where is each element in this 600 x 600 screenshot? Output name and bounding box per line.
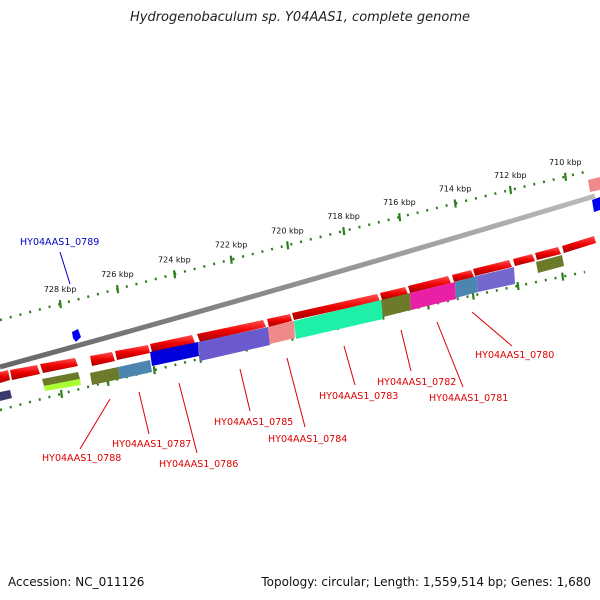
gene-block[interactable] (381, 293, 411, 317)
gene-block[interactable] (42, 372, 80, 386)
gene-block[interactable] (455, 276, 478, 298)
ruler-major-tick (172, 270, 177, 279)
gene-label-0781[interactable]: HY04AAS1_0781 (429, 393, 508, 404)
gene-arrow[interactable] (150, 335, 195, 352)
topology-text: Topology: circular; Length: 1,559,514 bp… (261, 575, 591, 589)
gene-arrow[interactable] (592, 197, 600, 212)
gene-block[interactable] (198, 327, 270, 361)
gene-arrow[interactable] (267, 314, 292, 327)
gene-label-0782[interactable]: HY04AAS1_0782 (377, 377, 456, 388)
gene-label-0788[interactable]: HY04AAS1_0788 (42, 453, 121, 464)
ruler-major-tick (115, 284, 120, 294)
gene-arrow[interactable] (0, 370, 10, 383)
gene-arrow[interactable] (90, 352, 115, 366)
ruler-major-tick (58, 299, 62, 309)
forward-strand-genes (0, 177, 600, 383)
gene-label-0783[interactable]: HY04AAS1_0783 (319, 391, 398, 402)
gene-arrow[interactable] (513, 254, 535, 266)
ruler-major-tick (398, 213, 402, 222)
ruler-tick-label: 710 kbp (549, 158, 582, 167)
inner-ruler-tick (561, 272, 565, 281)
gene-label-0784[interactable]: HY04AAS1_0784 (268, 434, 347, 445)
gene-block[interactable] (268, 321, 295, 344)
ruler-track (0, 170, 586, 322)
ruler-tick-label: 726 kbp (101, 270, 134, 279)
gene-arrow[interactable] (408, 276, 451, 293)
ruler-dots (0, 170, 586, 322)
gene-arrow[interactable] (40, 358, 78, 373)
gene-arrow[interactable] (115, 345, 150, 360)
gene-labels: HY04AAS1_0789 HY04AAS1_0780 HY04AAS1_078… (20, 237, 554, 470)
gene-block[interactable] (410, 282, 456, 310)
ruler-major-tick (229, 255, 233, 264)
gene-block[interactable] (294, 300, 383, 339)
gene-block[interactable] (477, 267, 515, 292)
gene-arrow[interactable] (197, 320, 266, 342)
label-leaders (59, 251, 513, 454)
ruler-major-tick (508, 185, 513, 195)
gene-label-0789[interactable]: HY04AAS1_0789 (20, 237, 99, 248)
gene-label-0787[interactable]: HY04AAS1_0787 (112, 439, 191, 450)
map-title: Hydrogenobaculum sp. Y04AAS1, complete g… (129, 10, 471, 25)
gene-arrow[interactable] (562, 236, 596, 253)
gene-arrow[interactable] (535, 247, 561, 260)
ruler-tick-label: 724 kbp (158, 255, 191, 264)
ruler-tick-label: 720 kbp (271, 226, 304, 235)
ruler-major-tick (286, 241, 290, 250)
ruler-tick-label: 728 kbp (44, 285, 77, 294)
ruler-major-tick (342, 227, 346, 236)
gene-marker-0789[interactable] (72, 329, 81, 342)
ruler-tick-label: 718 kbp (327, 212, 360, 221)
gene-label-0780[interactable]: HY04AAS1_0780 (475, 350, 554, 361)
gene-label-0786[interactable]: HY04AAS1_0786 (159, 459, 238, 470)
gene-block[interactable] (44, 379, 81, 391)
gene-arrow[interactable] (473, 260, 512, 276)
gene-arrow[interactable] (292, 294, 380, 320)
genome-backbone (0, 193, 596, 370)
ruler-tick-label: 712 kbp (494, 171, 527, 180)
gene-label-0785[interactable]: HY04AAS1_0785 (214, 417, 293, 428)
gene-arrow[interactable] (452, 270, 474, 282)
annotation-bars (0, 255, 564, 401)
ruler-tick-label: 722 kbp (215, 241, 248, 250)
ruler-major-tick (453, 199, 457, 208)
ruler-tick-label: 716 kbp (383, 198, 416, 207)
inner-ruler-tick (152, 366, 156, 375)
gene-block[interactable] (536, 255, 564, 273)
ruler-major-tick (563, 172, 568, 181)
gene-arrow[interactable] (10, 365, 40, 380)
gene-block[interactable] (0, 390, 12, 401)
accession-text: Accession: NC_011126 (8, 575, 145, 589)
ruler-tick-label: 714 kbp (439, 185, 472, 194)
inner-ruler-tick (59, 389, 64, 399)
inner-ruler-tick (516, 281, 520, 291)
gene-arrow[interactable] (380, 287, 408, 300)
gene-block[interactable] (118, 360, 152, 379)
gene-block[interactable] (150, 342, 199, 366)
gene-arrow[interactable] (588, 177, 600, 192)
gene-block[interactable] (90, 367, 120, 385)
